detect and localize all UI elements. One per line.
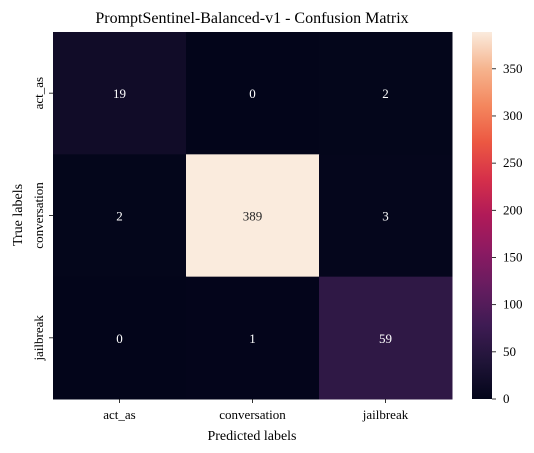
cell-value-label: 59 [379, 331, 392, 346]
heatmap-cell-labels: 19 0 2 2 389 3 0 1 59 [113, 86, 392, 346]
y-tick-label: conversation [31, 182, 46, 249]
x-axis-label: Predicted labels [207, 429, 296, 444]
colorbar-tick-label: 200 [503, 202, 523, 217]
heatmap-cell [319, 154, 453, 278]
heatmap-cell [186, 154, 320, 278]
cell-value-label: 1 [249, 331, 256, 346]
y-axis-label: True labels [11, 184, 26, 246]
heatmap-cell [186, 32, 320, 155]
x-tick-label: conversation [219, 407, 286, 422]
colorbar-tick-label: 350 [503, 61, 523, 76]
cell-value-label: 19 [113, 86, 126, 101]
cell-value-label: 0 [249, 86, 256, 101]
x-axis-ticks: act_as conversation jailbreak [103, 398, 409, 422]
cell-value-label: 2 [382, 86, 389, 101]
cell-value-label: 3 [382, 208, 389, 223]
x-tick-label: jailbreak [362, 407, 409, 422]
heatmap-cell [53, 154, 187, 278]
cell-value-label: 0 [116, 331, 123, 346]
heatmap-cell [53, 32, 187, 155]
colorbar-tick-label: 300 [503, 108, 523, 123]
cell-value-label: 389 [243, 208, 263, 223]
heatmap-cell [186, 276, 320, 400]
heatmap-cell [53, 276, 187, 400]
colorbar-tick-label: 150 [503, 249, 523, 264]
x-tick-label: act_as [103, 407, 135, 422]
heatmap-cell [319, 276, 453, 400]
chart-title: PromptSentinel-Balanced-v1 - Confusion M… [95, 10, 408, 27]
colorbar-tick-label: 0 [503, 391, 510, 406]
colorbar-ticks: 0 50 100 150 200 250 300 350 [492, 61, 523, 406]
cell-value-label: 2 [116, 208, 123, 223]
y-tick-label: jailbreak [31, 315, 46, 362]
colorbar-tick-label: 100 [503, 297, 523, 312]
colorbar [472, 32, 492, 399]
y-tick-label: act_as [31, 77, 46, 109]
colorbar-tick-label: 50 [503, 344, 516, 359]
y-axis-ticks: act_as conversation jailbreak [31, 77, 53, 362]
heatmap-cells [53, 32, 453, 400]
heatmap-cell [319, 32, 453, 155]
colorbar-tick-label: 250 [503, 155, 523, 170]
